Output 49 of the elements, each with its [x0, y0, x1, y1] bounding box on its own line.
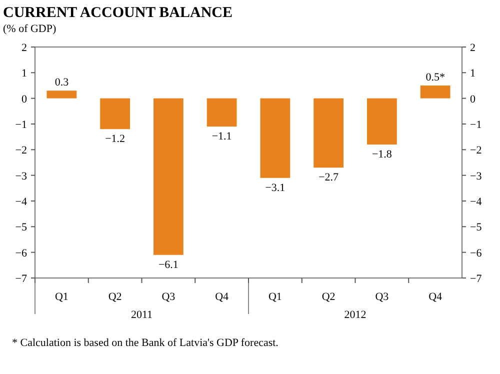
x-tick-label: Q3 — [162, 291, 176, 303]
y2-tick-label: 0 — [470, 93, 476, 106]
data-label: −3.1 — [265, 182, 286, 194]
y-tick-label: −3 — [15, 170, 28, 182]
bar — [206, 98, 237, 127]
x-tick-label: Q4 — [428, 291, 443, 303]
x-tick-label: Q1 — [268, 291, 282, 303]
data-label: 0.5* — [426, 72, 445, 84]
y-tick-label: 1 — [22, 68, 27, 80]
x-tick-label: Q4 — [215, 291, 230, 303]
y2-tick-label: −3 — [470, 170, 482, 182]
data-label: −6.1 — [158, 258, 178, 271]
y-tick-label: −6 — [15, 247, 28, 260]
data-label: 0.3 — [54, 76, 70, 89]
y2-tick-label: −2 — [470, 144, 482, 157]
text: * Calculation is based on the Bank of Latvia's GDP forecast. — [12, 337, 279, 349]
bar — [366, 98, 397, 145]
data-label: −1.8 — [372, 148, 392, 161]
x-tick-label: Q3 — [375, 291, 390, 303]
y-tick-label: −1 — [15, 119, 27, 131]
bar — [100, 98, 130, 130]
y2-tick-label: −7 — [470, 273, 482, 285]
bar — [46, 90, 77, 98]
y2-tick-label: 1 — [470, 68, 476, 80]
x-tick-label: Q1 — [54, 291, 68, 303]
y2-tick-label: 2 — [470, 42, 476, 54]
bar — [420, 86, 450, 98]
text: 2012 — [344, 309, 366, 321]
bar — [260, 98, 290, 178]
y-tick-label: −7 — [15, 273, 28, 285]
data-label: −2.7 — [318, 172, 340, 184]
x-tick-label: Q2 — [322, 291, 336, 303]
text: 2011 — [130, 309, 153, 321]
y2-tick-label: −5 — [470, 222, 482, 234]
y2-tick-label: −1 — [470, 119, 482, 131]
y-tick-label: −2 — [15, 144, 27, 157]
y2-tick-label: −6 — [470, 247, 482, 260]
y-tick-label: −4 — [15, 196, 28, 208]
bar — [314, 98, 344, 168]
bar — [153, 98, 184, 255]
chart-title: CURRENT ACCOUNT BALANCE — [3, 5, 232, 21]
data-label: −1.2 — [105, 133, 126, 146]
y2-tick-label: −4 — [470, 196, 482, 208]
chart-subtitle: (% of GDP) — [3, 23, 56, 35]
data-label: −1.1 — [212, 130, 232, 143]
y-tick-label: 0 — [22, 93, 28, 106]
x-tick-label: Q2 — [108, 291, 122, 303]
y-tick-label: −5 — [15, 222, 28, 234]
y-tick-label: 2 — [22, 42, 27, 54]
